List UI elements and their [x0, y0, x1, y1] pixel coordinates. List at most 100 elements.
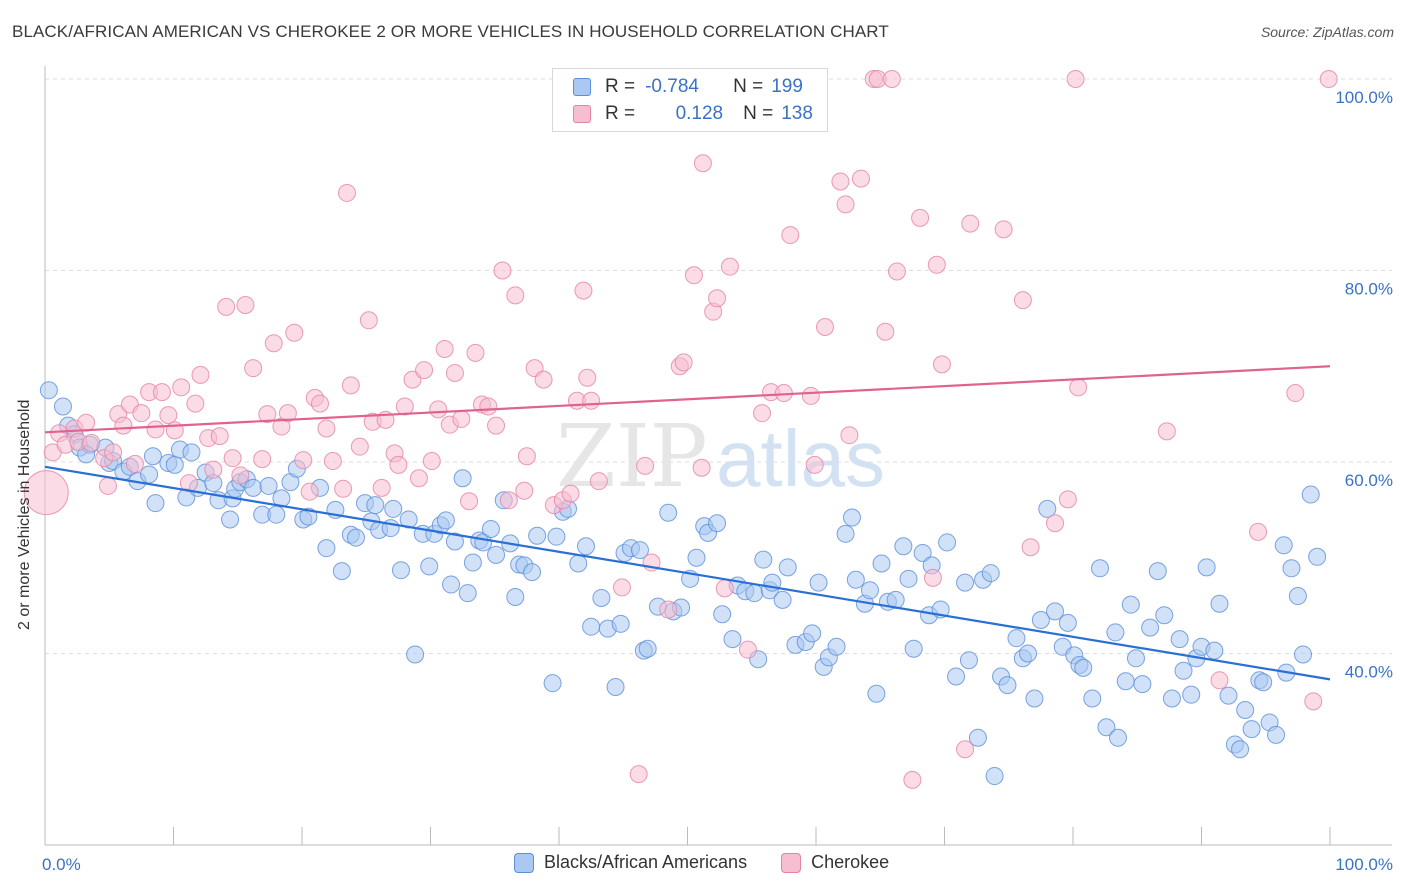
data-point-blacks [366, 496, 385, 515]
data-point-cherokee [1210, 671, 1229, 690]
data-point-cherokee [753, 404, 772, 423]
data-point-blacks [384, 499, 403, 518]
data-point-cherokee [253, 450, 272, 469]
data-point-cherokee [223, 449, 242, 468]
data-point-blacks [221, 510, 240, 529]
data-point-blacks [1083, 689, 1102, 708]
data-point-blacks [576, 537, 595, 556]
data-point-cherokee [836, 195, 855, 214]
data-point-cherokee [479, 397, 498, 416]
data-point-blacks [745, 584, 764, 603]
data-point-cherokee [840, 426, 859, 445]
data-point-cherokee [534, 370, 553, 389]
data-point-blacks [1090, 559, 1109, 578]
data-point-blacks [1074, 658, 1093, 677]
data-point-cherokee [882, 70, 901, 88]
legend-swatch-pink [781, 852, 802, 873]
data-point-cherokee [285, 323, 304, 342]
data-point-cherokee [487, 416, 506, 435]
data-point-blacks [1308, 547, 1327, 566]
data-point-cherokee [359, 311, 378, 330]
legend-n-label: N = [743, 103, 774, 124]
data-point-cherokee [1304, 692, 1323, 711]
tick-labels: 40.0% 60.0% 80.0% 100.0% 0.0% 100.0% [42, 88, 1393, 874]
data-point-cherokee [582, 391, 601, 410]
data-point-cherokee [415, 361, 434, 380]
data-point-cherokee [146, 420, 165, 439]
data-point-blacks [1108, 728, 1127, 747]
data-point-cherokee [1058, 490, 1077, 509]
data-point-cherokee [77, 413, 96, 432]
data-point-cherokee [715, 579, 734, 598]
data-point-cherokee [708, 289, 727, 308]
data-point-cherokee [693, 154, 712, 173]
data-point-blacks [913, 543, 932, 562]
data-point-blacks [959, 651, 978, 670]
data-point-blacks [867, 684, 886, 703]
data-point-blacks [773, 590, 792, 609]
data-point-blacks [1038, 499, 1057, 518]
data-point-cherokee [831, 172, 850, 191]
data-point-blacks [894, 537, 913, 556]
data-point-blacks [1197, 558, 1216, 577]
data-point-blacks [1007, 629, 1026, 648]
data-point-cherokee [422, 452, 441, 471]
data-point-cherokee [805, 455, 824, 474]
data-point-cherokee [125, 454, 144, 473]
data-point-cherokee [294, 451, 313, 470]
data-point-blacks [956, 573, 975, 592]
data-point-blacks [1282, 559, 1301, 578]
data-point-cherokee [887, 262, 906, 281]
data-point-cherokee [310, 394, 329, 413]
data-point-blacks [1182, 685, 1201, 704]
data-point-cherokee [337, 183, 356, 202]
data-point-cherokee [692, 458, 711, 477]
data-point-blacks [543, 674, 562, 693]
data-point-cherokee [961, 214, 980, 233]
data-point-cherokee [395, 397, 414, 416]
y-axis-title: 2 or more Vehicles in Household [16, 399, 33, 630]
data-point-blacks [1267, 725, 1286, 744]
data-point-blacks [611, 614, 630, 633]
data-point-blacks [1121, 595, 1140, 614]
legend-n-label: N = [733, 76, 764, 97]
data-point-blacks [463, 553, 482, 572]
legend-r-value: -0.784 [645, 76, 699, 97]
data-point-blacks [317, 539, 336, 558]
data-point-cherokee [104, 443, 123, 462]
data-point-cherokee [578, 368, 597, 387]
chart-title: BLACK/AFRICAN AMERICAN VS CHEROKEE 2 OR … [12, 22, 889, 41]
data-point-blacks [809, 573, 828, 592]
data-point-cherokee [1069, 378, 1088, 397]
data-point-cherokee [1013, 291, 1032, 310]
data-point-cherokee [927, 255, 946, 274]
data-point-cherokee [923, 568, 942, 587]
data-point-blacks [582, 617, 601, 636]
data-point-cherokee [152, 383, 171, 402]
data-point-blacks [842, 508, 861, 527]
legend-n-value: 199 [771, 76, 803, 97]
y-tick-label: 100.0% [1335, 88, 1393, 107]
data-point-cherokee [659, 600, 678, 619]
data-point-cherokee [956, 740, 975, 759]
data-point-blacks [754, 550, 773, 569]
data-point-blacks [267, 505, 286, 524]
data-point-cherokee [210, 427, 229, 446]
data-point-cherokee [191, 365, 210, 384]
data-point-cherokee [435, 340, 454, 359]
legend-label-blacks: Blacks/African Americans [544, 852, 748, 872]
legend-swatch-blue [514, 852, 534, 873]
data-point-cherokee [403, 370, 422, 389]
data-point-cherokee [114, 416, 133, 435]
data-point-blacks [872, 554, 891, 573]
data-point-blacks [1254, 673, 1273, 692]
data-point-blacks [968, 728, 987, 747]
legend-row-cherokee: R = 0.128 N = 138 [573, 102, 813, 126]
data-point-cherokee [204, 460, 223, 479]
data-point-blacks [506, 588, 525, 607]
data-point-cherokee [684, 266, 703, 285]
data-point-cherokee [217, 297, 236, 316]
data-point-blacks [659, 503, 678, 522]
data-point-blacks [1274, 536, 1293, 555]
data-point-blacks [1174, 661, 1193, 680]
